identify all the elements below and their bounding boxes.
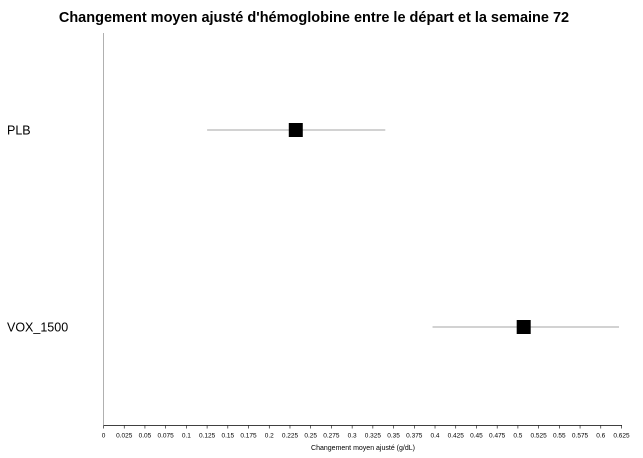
x-axis-ticks: 0 0.025 0.05 0.075 0.1 0.125 0.15 0.175 0.2 0.225… [102,425,630,440]
x-tick-label: 0.05 [139,433,152,440]
x-tick-label: 0.45 [470,433,483,440]
estimate-marker [288,123,303,137]
x-tick-label: 0.1 [182,433,191,440]
chart-title: Changement moyen ajusté d'hémoglobine en… [59,10,569,26]
x-tick-label: 0.25 [304,433,317,440]
x-tick-label: 0.2 [265,433,274,440]
x-tick-label: 0.425 [448,433,465,440]
x-tick-label: 0.4 [430,433,439,440]
category-label: PLB [7,124,31,138]
x-tick-label: 0.125 [199,433,216,440]
x-tick-label: 0.5 [513,433,522,440]
x-tick-label: 0.275 [323,433,340,440]
x-tick-label: 0.225 [282,433,299,440]
x-tick-label: 0.625 [613,433,630,440]
x-tick-label: 0.575 [572,433,589,440]
x-axis-title: Changement moyen ajusté (g/dL) [311,445,415,452]
estimate-marker [516,320,531,334]
x-tick-label: 0.525 [530,433,547,440]
x-tick-label: 0.15 [221,433,234,440]
x-tick-label: 0.025 [116,433,133,440]
x-tick-label: 0.075 [158,433,175,440]
x-tick-label: 0.175 [240,433,257,440]
category-label: VOX_1500 [7,321,68,335]
x-tick-label: 0.6 [596,433,605,440]
x-tick-label: 0.375 [406,433,423,440]
x-tick-label: 0.55 [553,433,566,440]
x-tick-label: 0.325 [365,433,382,440]
x-tick-label: 0.475 [489,433,506,440]
x-tick-label: 0.35 [387,433,400,440]
x-tick-label: 0.3 [348,433,357,440]
plot-rows: PLB VOX_1500 [7,123,620,335]
x-tick-label: 0 [102,433,106,440]
